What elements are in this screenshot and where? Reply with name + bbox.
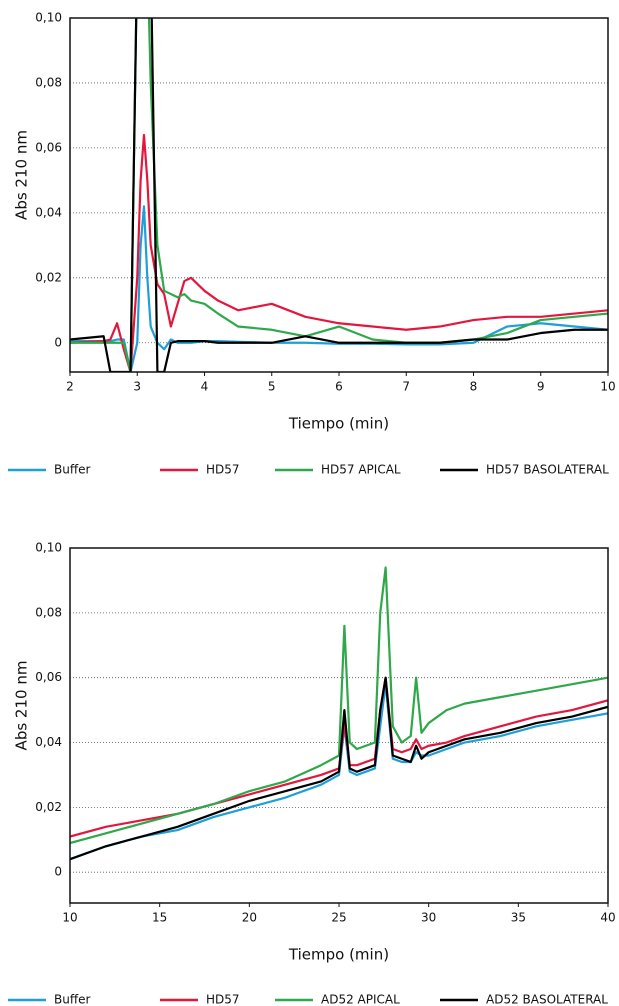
y-tick-label: 0,08 — [35, 605, 62, 619]
series-line — [70, 683, 608, 861]
x-tick-label: 4 — [201, 380, 209, 394]
x-tick-label: 9 — [537, 380, 545, 394]
series-line — [70, 566, 608, 845]
series-line — [70, 205, 608, 372]
legend-label: Buffer — [54, 993, 90, 1006]
series-line — [70, 133, 608, 372]
legend-label: HD57 APICAL — [321, 463, 401, 477]
x-tick-label: 6 — [335, 380, 343, 394]
y-tick-label: 0,08 — [35, 75, 62, 89]
y-tick-label: 0 — [54, 335, 62, 349]
y-tick-label: 0,02 — [35, 270, 62, 284]
series-line — [70, 18, 608, 372]
x-tick-label: 35 — [511, 911, 526, 925]
y-tick-label: 0,02 — [35, 800, 62, 814]
y-tick-label: 0,10 — [35, 541, 62, 555]
y-tick-label: 0,04 — [35, 735, 62, 749]
lines — [70, 18, 608, 372]
legend-label: AD52 BASOLATERAL — [486, 993, 608, 1006]
series-line — [70, 676, 608, 838]
legend-label: AD52 APICAL — [321, 993, 400, 1006]
x-tick-label: 15 — [152, 911, 167, 925]
x-tick-label: 5 — [268, 380, 276, 394]
y-tick-label: 0,06 — [35, 670, 62, 684]
x-tick-label: 30 — [421, 911, 436, 925]
legend-label: HD57 — [206, 463, 240, 477]
y-tick-label: 0,06 — [35, 140, 62, 154]
x-tick-label: 2 — [66, 380, 74, 394]
y-tick-label: 0,10 — [35, 11, 62, 25]
x-tick-label: 7 — [402, 380, 410, 394]
x-axis-label: Tiempo (min) — [288, 946, 389, 964]
y-axis-label: Abs 210 nm — [13, 130, 31, 220]
y-tick-label: 0 — [54, 865, 62, 879]
x-tick-label: 25 — [331, 911, 346, 925]
legend-label: HD57 BASOLATERAL — [486, 463, 609, 477]
x-tick-label: 10 — [600, 380, 615, 394]
x-axis-label: Tiempo (min) — [288, 415, 389, 433]
legend-label: Buffer — [54, 463, 90, 477]
y-axis-label: Abs 210 nm — [13, 661, 31, 751]
x-tick-label: 3 — [133, 380, 141, 394]
x-tick-label: 40 — [600, 911, 615, 925]
plot-frame — [69, 17, 609, 373]
x-tick-label: 8 — [470, 380, 478, 394]
x-tick-label: 10 — [62, 911, 77, 925]
x-tick-label: 20 — [242, 911, 257, 925]
legend-label: HD57 — [206, 993, 240, 1006]
plot-frame — [69, 547, 609, 904]
y-tick-label: 0,04 — [35, 205, 62, 219]
series-line — [70, 676, 608, 861]
lines — [70, 566, 608, 861]
